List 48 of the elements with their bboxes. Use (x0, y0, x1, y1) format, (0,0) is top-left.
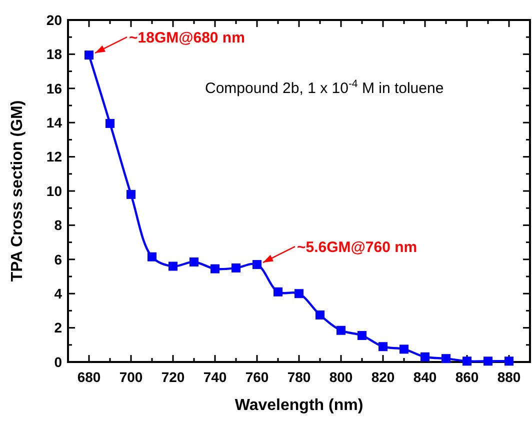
point (442, 354, 450, 364)
x-tick-label: 860 (455, 369, 479, 385)
x-tick-label: 740 (203, 369, 227, 385)
x-tick-label: 760 (245, 369, 269, 385)
point (420, 352, 430, 362)
point (400, 344, 408, 354)
point (274, 287, 282, 296)
y-tick-label: 2 (54, 320, 62, 336)
point (126, 190, 136, 199)
annotation: Compound 2b, 1 x 10$^{-4}$ M in toluene (205, 78, 444, 97)
point (462, 356, 472, 366)
y-tick-label: 20 (46, 12, 62, 28)
point (106, 118, 114, 128)
annotation: ~18GM@680 nm (129, 29, 245, 46)
x-tick-label: 700 (119, 369, 143, 385)
x-axis-title: Wavelength (nm) (234, 397, 364, 414)
x-tick-label: 820 (371, 369, 395, 385)
x-tick-label: 780 (287, 369, 311, 385)
point (210, 264, 220, 274)
point (294, 289, 304, 298)
point (190, 257, 198, 266)
point (148, 252, 156, 262)
point (504, 356, 514, 366)
point (84, 50, 94, 60)
y-tick-label: 18 (46, 46, 62, 62)
point (316, 310, 324, 320)
y-tick-label: 12 (46, 148, 62, 165)
y-tick-label: 8 (54, 217, 62, 234)
x-tick-label: 720 (161, 369, 185, 385)
x-tick-label: 680 (77, 369, 101, 385)
x-tick-label: 880 (497, 369, 521, 385)
y-tick-label: 16 (46, 80, 62, 96)
point (232, 263, 240, 272)
y-tick-label: 10 (46, 182, 62, 199)
y-tick-label: 0 (54, 354, 62, 370)
y-tick-label: 4 (54, 286, 62, 302)
x-tick-label: 800 (329, 369, 353, 385)
point (378, 342, 388, 352)
point (168, 262, 178, 271)
point (358, 330, 366, 340)
point (484, 356, 492, 366)
y-tick-label: 14 (46, 114, 62, 130)
y-tick-label: 6 (54, 251, 62, 268)
point (252, 260, 262, 270)
point (336, 326, 346, 335)
x-tick-label: 840 (413, 369, 437, 385)
annotation: ~5.6GM@760 nm (297, 238, 418, 256)
y-axis-title: TPA Cross section (GM) (9, 100, 26, 282)
